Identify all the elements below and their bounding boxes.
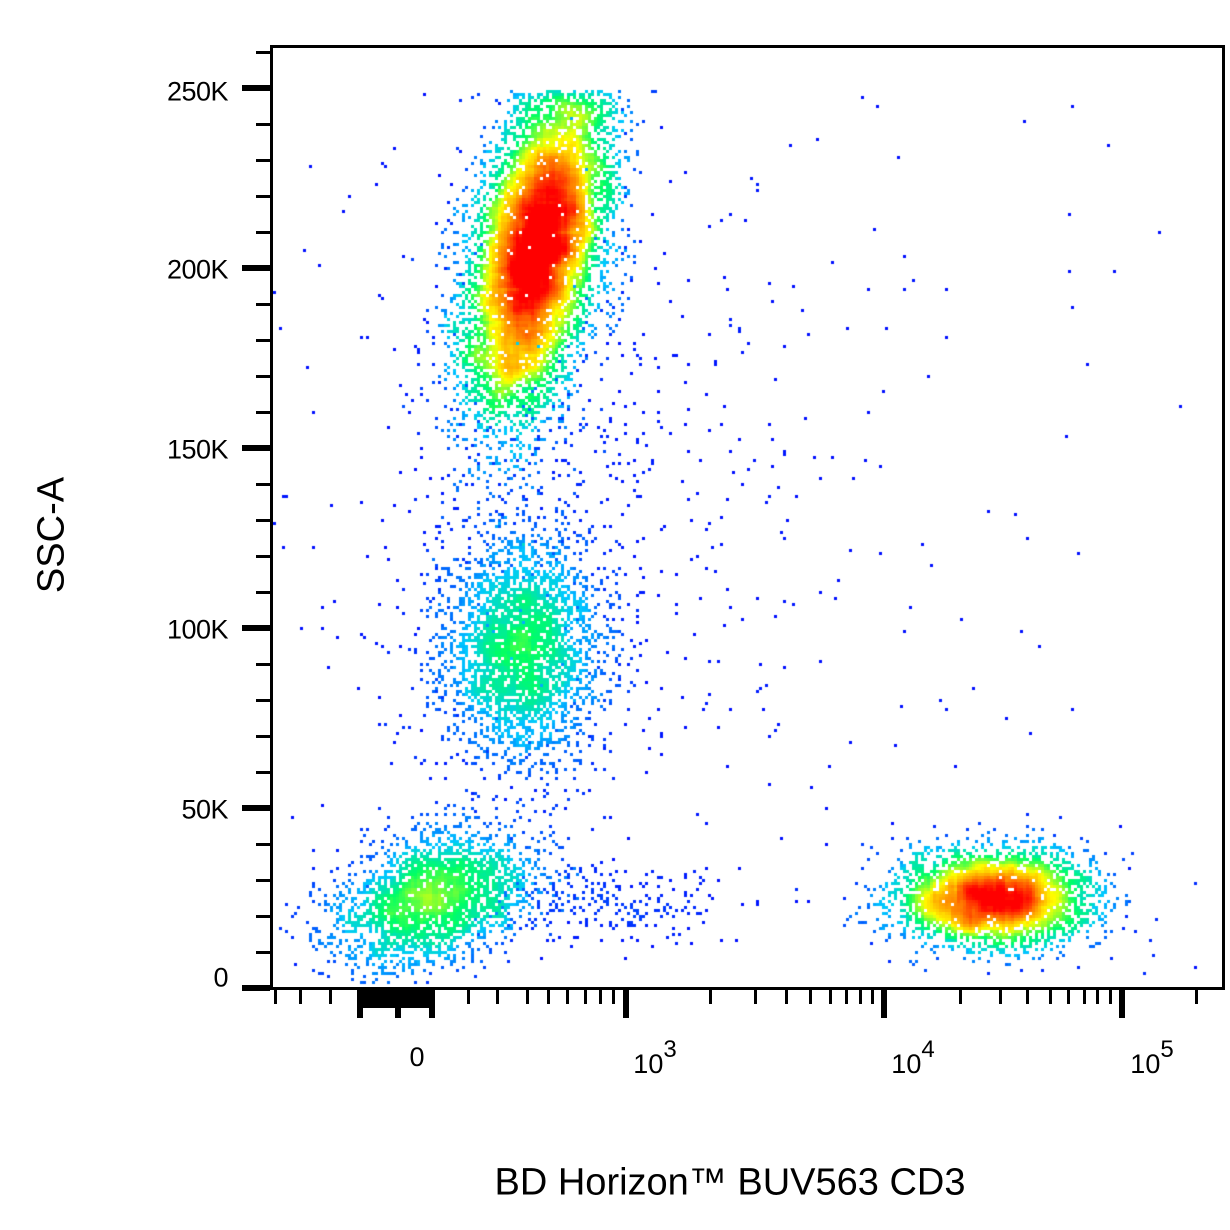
x-minor-tick xyxy=(1194,990,1198,1004)
y-tick-label-250k: 250K xyxy=(166,76,229,107)
y-minor-tick xyxy=(256,302,270,306)
x-minor-tick xyxy=(858,990,862,1004)
plot-frame xyxy=(270,45,1225,990)
x-minor-tick xyxy=(753,990,757,1004)
x-minor-tick xyxy=(598,990,602,1004)
y-minor-tick xyxy=(256,194,270,198)
x-minor-tick xyxy=(328,990,332,1004)
y-tick-label-0: 0 xyxy=(213,962,228,993)
x-minor-tick xyxy=(808,990,812,1004)
y-minor-tick xyxy=(256,770,270,774)
x-minor-tick xyxy=(870,990,874,1004)
x-tick-text: 0 xyxy=(409,1042,425,1072)
y-minor-tick xyxy=(256,554,270,558)
x-minor-tick xyxy=(466,990,470,1004)
x-major-tick xyxy=(881,990,887,1018)
x-tick-exponent: 4 xyxy=(921,1036,935,1063)
x-tick-base: 10 xyxy=(1130,1049,1161,1079)
y-major-tick xyxy=(242,265,270,271)
y-minor-tick xyxy=(256,338,270,342)
y-major-tick xyxy=(242,625,270,631)
y-minor-tick xyxy=(256,122,270,126)
scatter-plot-area xyxy=(273,48,1222,987)
y-minor-tick xyxy=(256,410,270,414)
x-tick-label-0: 0 xyxy=(409,1042,424,1073)
y-minor-tick xyxy=(256,698,270,702)
x-minor-tick xyxy=(1025,990,1029,1004)
x-tick-label-1e4: 104 xyxy=(891,1036,934,1080)
x-minor-tick xyxy=(844,990,848,1004)
x-minor-tick xyxy=(1082,990,1086,1004)
y-major-tick xyxy=(242,985,270,991)
y-minor-tick xyxy=(256,842,270,846)
x-minor-tick xyxy=(583,990,587,1004)
y-major-tick xyxy=(242,445,270,451)
x-zero-tick-cluster xyxy=(358,990,434,1008)
x-minor-tick xyxy=(1066,990,1070,1004)
y-minor-tick xyxy=(256,518,270,522)
y-major-tick xyxy=(242,805,270,811)
x-minor-tick xyxy=(1108,990,1112,1004)
x-minor-tick xyxy=(565,990,569,1004)
y-minor-tick xyxy=(256,50,270,54)
x-minor-tick xyxy=(708,990,712,1004)
y-tick-label-150k: 150K xyxy=(166,434,229,465)
y-minor-tick xyxy=(256,662,270,666)
x-axis-title: BD Horizon™ BUV563 CD3 xyxy=(494,1161,966,1204)
x-major-tick xyxy=(623,990,629,1018)
y-minor-tick xyxy=(256,878,270,882)
y-major-tick xyxy=(242,85,270,91)
x-tick-base: 10 xyxy=(891,1049,922,1079)
x-tick-exponent: 5 xyxy=(1160,1036,1174,1063)
x-minor-tick xyxy=(546,990,550,1004)
y-tick-label-50k: 50K xyxy=(181,794,228,825)
x-minor-tick xyxy=(1048,990,1052,1004)
x-minor-tick xyxy=(958,990,962,1004)
y-minor-tick xyxy=(256,230,270,234)
y-minor-tick xyxy=(256,914,270,918)
y-minor-tick xyxy=(256,734,270,738)
x-tick-exponent: 3 xyxy=(663,1036,677,1063)
x-major-tick xyxy=(1119,990,1125,1018)
x-tick-label-1e5: 105 xyxy=(1130,1036,1173,1080)
x-minor-tick xyxy=(1095,990,1099,1004)
x-tick-label-1e3: 103 xyxy=(633,1036,676,1080)
y-tick-label-100k: 100K xyxy=(166,614,229,645)
y-minor-tick xyxy=(256,590,270,594)
y-axis-title: SSC-A xyxy=(30,476,73,594)
y-minor-tick xyxy=(256,158,270,162)
x-minor-tick xyxy=(784,990,788,1004)
x-minor-tick xyxy=(998,990,1002,1004)
y-tick-label-200k: 200K xyxy=(166,254,229,285)
x-minor-tick xyxy=(611,990,615,1004)
x-minor-tick xyxy=(298,990,302,1004)
y-minor-tick xyxy=(256,482,270,486)
x-minor-tick xyxy=(525,990,529,1004)
x-minor-tick xyxy=(273,990,277,1004)
x-minor-tick xyxy=(495,990,499,1004)
y-minor-tick xyxy=(256,374,270,378)
y-minor-tick xyxy=(256,950,270,954)
x-tick-base: 10 xyxy=(633,1049,664,1079)
x-minor-tick xyxy=(828,990,832,1004)
